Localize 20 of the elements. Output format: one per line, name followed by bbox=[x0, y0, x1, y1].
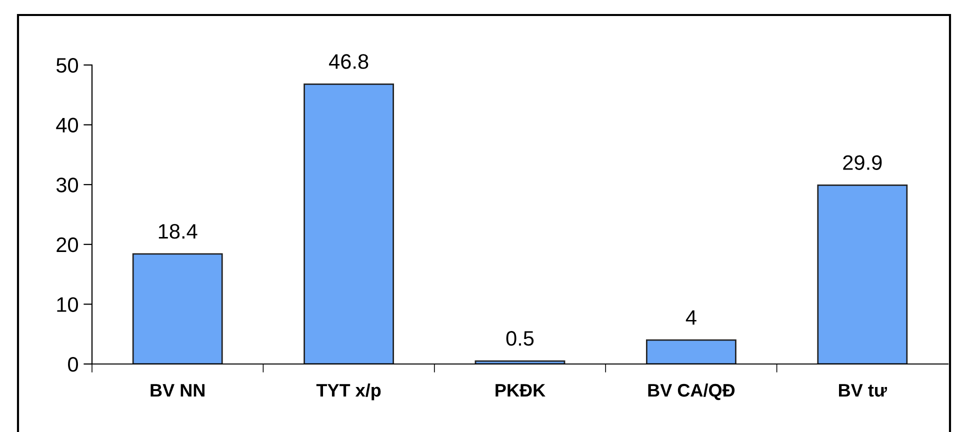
x-tick-label: TYT x/p bbox=[316, 383, 381, 400]
x-tick-label: BV NN bbox=[150, 384, 204, 397]
y-tick-label: 0 bbox=[68, 357, 78, 372]
y-tick-label: 50 bbox=[56, 58, 78, 73]
data-label: 46.8 bbox=[329, 54, 368, 69]
bar bbox=[646, 339, 736, 364]
data-label: 0.5 bbox=[506, 331, 534, 346]
y-tick-label: 10 bbox=[57, 297, 78, 312]
bar bbox=[304, 83, 394, 364]
data-label: 29.9 bbox=[843, 155, 882, 170]
y-tick-label: 20 bbox=[56, 237, 78, 252]
data-label: 18.4 bbox=[158, 224, 198, 239]
x-tick-label: PKĐK bbox=[496, 384, 546, 397]
bar bbox=[817, 184, 908, 364]
x-tick-label: BV CA/QĐ bbox=[648, 383, 735, 400]
data-label: 4 bbox=[686, 310, 696, 325]
bar bbox=[132, 253, 223, 364]
y-tick-label: 40 bbox=[56, 118, 78, 133]
x-tick-label: BV tư bbox=[839, 384, 887, 397]
y-tick-label: 30 bbox=[56, 178, 78, 192]
